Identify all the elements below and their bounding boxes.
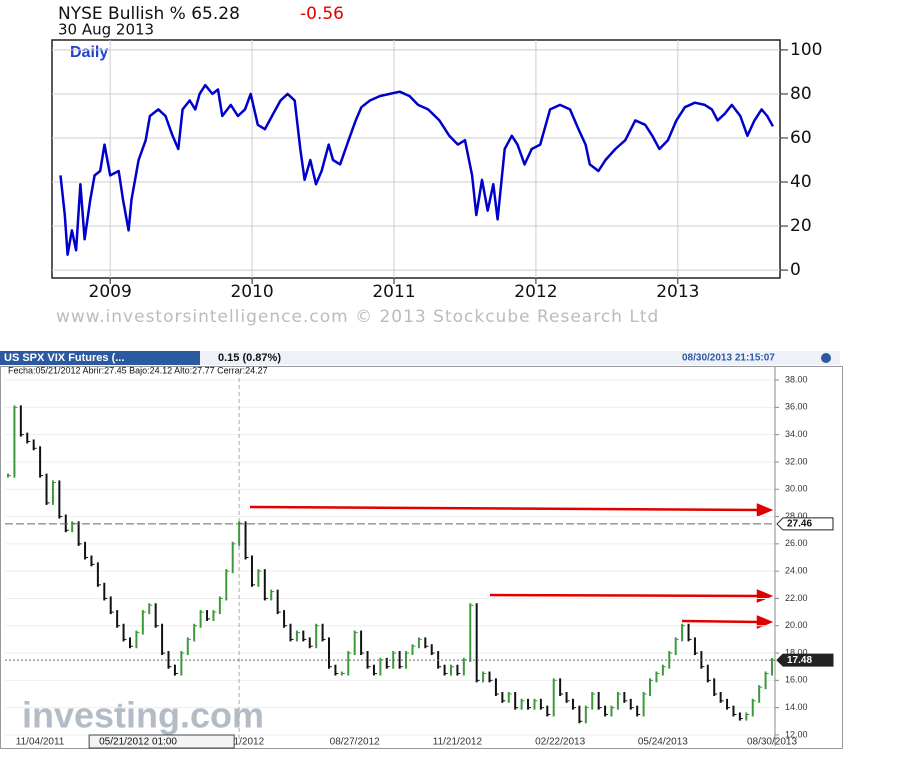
info-line: Fecha:05/21/2012 Abrir:27.45 Bajo:24.12 …: [8, 365, 268, 375]
y-tick-label: 28.00: [785, 511, 808, 521]
footer: www.investorsintelligence.com © 2013 Sto…: [56, 307, 659, 327]
crosshair-label: 05/21/2012 01:00: [99, 737, 177, 748]
y-tick-label: 20: [790, 216, 812, 236]
y-tick-label: 18.00: [785, 647, 808, 657]
y-tick-label: 60: [790, 128, 812, 148]
price-label: 17.48: [787, 655, 812, 666]
y-tick-label: 100: [790, 40, 822, 60]
y-tick-label: 0: [790, 260, 801, 280]
annotation-arrows: [249, 503, 774, 629]
price-tag: [776, 653, 834, 667]
status-icon: [821, 353, 831, 363]
chart-title: NYSE Bullish % 65.28: [58, 4, 240, 24]
x-tick-label: 2013: [656, 282, 699, 302]
plot-frame: [0, 366, 843, 749]
period-label: Daily: [70, 44, 108, 61]
x-tick-label: 11/21/2012: [433, 737, 483, 748]
timestamp: 08/30/2013 21:15:07: [682, 353, 775, 364]
y-tick-label: 22.00: [785, 593, 808, 603]
x-tick-label: 2011: [372, 282, 415, 302]
y-tick-label: 34.00: [785, 429, 808, 439]
y-tick-label: 14.00: [785, 702, 808, 712]
y-tick-label: 38.00: [785, 374, 808, 384]
y-tick-label: 12.00: [785, 729, 808, 739]
y-tick-label: 40: [790, 172, 812, 192]
x-tick-label: 05/21/2012: [214, 737, 264, 748]
y-tick-label: 80: [790, 84, 812, 104]
change: -0.56: [300, 4, 344, 24]
x-tick-label: 2010: [230, 282, 273, 302]
crosshair-box: [88, 734, 235, 749]
x-tick-label: 02/22/2013: [535, 737, 585, 748]
plot-frame: [51, 39, 781, 279]
header-tab: [0, 351, 200, 365]
instrument-name: US SPX VIX Futures (...: [4, 352, 124, 364]
y-tick-label: 30.00: [785, 484, 808, 494]
y-tick-label: 24.00: [785, 566, 808, 576]
date: 30 Aug 2013: [58, 21, 154, 39]
x-tick-label: 2009: [89, 282, 132, 302]
y-tick-label: 36.00: [785, 402, 808, 412]
y-tick-label: 26.00: [785, 538, 808, 548]
price-label: 27.46: [787, 519, 812, 530]
price-tag: [776, 517, 834, 531]
y-tick-label: 16.00: [785, 675, 808, 685]
y-tick-label: 20.00: [785, 620, 808, 630]
header-bar: [0, 351, 840, 365]
x-tick-label: 2012: [514, 282, 557, 302]
y-tick-label: 32.00: [785, 456, 808, 466]
x-tick-label: 11/04/2011: [16, 737, 65, 748]
change: 0.15 (0.87%): [218, 352, 281, 364]
x-tick-label: 08/30/2013: [747, 737, 797, 748]
x-tick-label: 08/27/2012: [330, 737, 380, 748]
x-tick-label: 05/24/2013: [638, 737, 688, 748]
data-line: [59, 83, 774, 256]
watermark: investing.com: [22, 695, 264, 736]
